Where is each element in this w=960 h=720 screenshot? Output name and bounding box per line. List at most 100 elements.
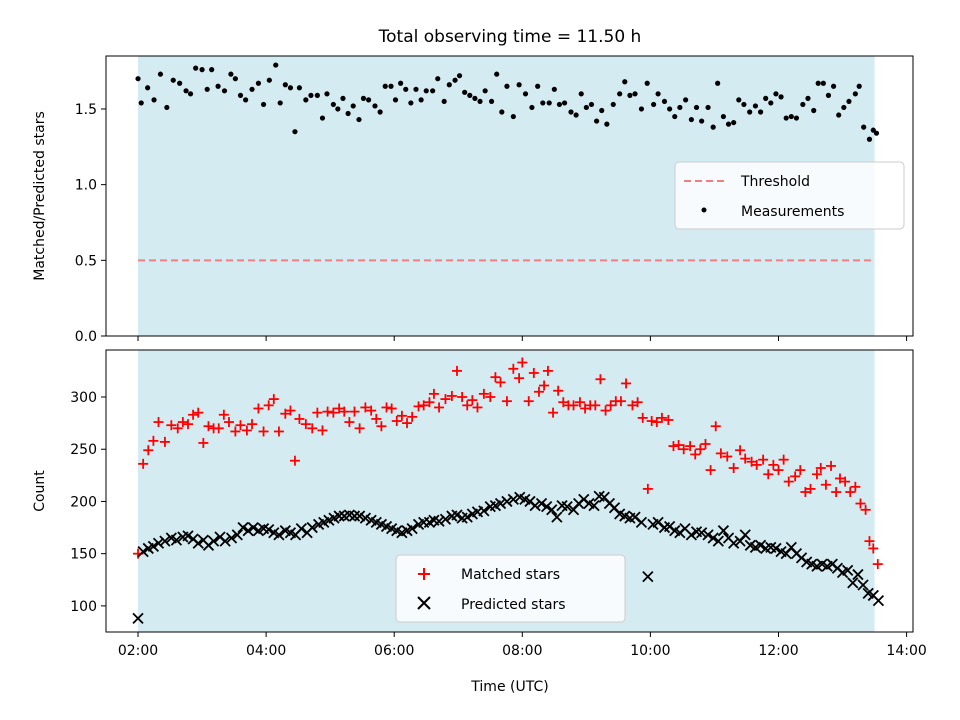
matched-star-point — [490, 372, 501, 383]
measurement-point — [199, 67, 205, 73]
matched-star-point — [177, 417, 188, 428]
predicted-star-point — [754, 539, 767, 551]
matched-star-point — [462, 400, 473, 411]
measurement-point — [435, 76, 441, 82]
matched-star-point — [637, 412, 648, 423]
matched-star-point — [826, 460, 837, 471]
matched-star-point — [663, 414, 674, 425]
measurement-point — [287, 85, 294, 91]
measurement-point — [852, 91, 858, 97]
predicted-star-point — [501, 495, 513, 508]
measurement-point — [488, 98, 495, 105]
predicted-star-point — [207, 535, 220, 547]
measurement-point — [846, 98, 852, 105]
measurement-point — [773, 91, 779, 97]
top-y-tick-label: 0.5 — [75, 253, 97, 269]
bot-y-tick-label: 150 — [70, 547, 97, 563]
measurement-point — [866, 136, 873, 142]
matched-star-point — [523, 396, 534, 407]
matched-star-point — [360, 402, 371, 413]
measurement-point — [556, 101, 563, 108]
measurement-point — [350, 103, 356, 109]
matched-star-point — [558, 397, 569, 408]
measurement-point — [504, 83, 510, 89]
measurement-point — [800, 101, 806, 108]
matched-star-point — [539, 380, 550, 391]
measurement-point — [830, 83, 837, 89]
predicted-star-point — [702, 529, 714, 541]
predicted-star-point — [273, 529, 285, 541]
matched-star-point — [815, 463, 826, 474]
measurements-legend-swatch — [701, 207, 707, 213]
matched-star-point — [690, 449, 701, 460]
top-y-tick-label: 0.0 — [75, 329, 97, 345]
measurement-point — [170, 77, 176, 83]
measurement-point — [193, 65, 199, 71]
measurement-point — [377, 109, 383, 115]
bot-y-tick-label: 300 — [70, 390, 97, 406]
measurement-point — [725, 121, 732, 127]
matched-star-point — [273, 426, 284, 437]
measurement-point — [446, 82, 452, 88]
predicted-star-point — [225, 532, 238, 544]
measurement-point — [820, 80, 826, 86]
matched-star-point — [621, 378, 632, 389]
measurement-point — [644, 80, 650, 86]
matched-star-point — [642, 483, 653, 494]
matched-star-point — [317, 425, 328, 436]
measurement-point — [825, 92, 832, 98]
measurement-point — [683, 97, 689, 103]
matched-star-point — [472, 402, 483, 413]
matched-star-point — [300, 419, 311, 430]
matched-star-point — [407, 411, 418, 422]
matched-star-point — [424, 397, 435, 408]
predicted-star-point — [348, 510, 361, 522]
measurement-point — [135, 76, 141, 82]
matched-star-point — [695, 444, 706, 455]
measurement-point — [594, 118, 600, 124]
matched-star-point — [834, 473, 845, 484]
matched-star-point — [371, 413, 382, 424]
matched-star-point — [307, 423, 318, 434]
predicted-star-point — [242, 525, 254, 537]
matched-star-point — [632, 397, 643, 408]
measurement-point — [273, 62, 279, 68]
matched-star-point — [831, 487, 842, 498]
predicted-star-point — [170, 534, 183, 546]
measurement-point — [360, 95, 367, 101]
measurement-point — [535, 83, 541, 89]
threshold-legend-label: Threshold — [740, 174, 810, 190]
matched-star-point — [344, 417, 355, 428]
matched-star-point — [172, 423, 183, 434]
predicted-star-point — [588, 499, 600, 512]
matched-star-point — [646, 416, 657, 427]
predicted-star-point — [561, 501, 573, 513]
matched-star-point — [773, 465, 784, 476]
matched-star-point — [334, 403, 345, 414]
measurement-point — [815, 80, 821, 86]
matched-star-point — [580, 403, 591, 414]
measurement-point — [793, 115, 800, 121]
matched-star-point — [627, 400, 638, 411]
x-tick-label: 10:00 — [630, 643, 670, 659]
measurement-point — [255, 80, 262, 86]
counts-legend: Matched stars Predicted stars — [395, 554, 626, 623]
matched-star-point — [805, 483, 816, 494]
measurement-point — [551, 86, 557, 92]
matched-star-point — [668, 441, 679, 452]
measurement-point — [452, 77, 458, 83]
matched-star-point — [517, 357, 528, 368]
matched-star-point — [143, 445, 154, 456]
x-tick-label: 08:00 — [502, 643, 542, 659]
matched-star-point — [656, 412, 667, 423]
matched-star-point — [590, 400, 601, 411]
matched-star-point — [850, 481, 861, 492]
matched-star-point — [312, 407, 323, 418]
ratio-legend: Threshold Measurements — [674, 161, 905, 230]
matched-star-point — [605, 400, 616, 411]
predicted-star-point — [219, 535, 231, 547]
matched-star-point — [322, 406, 333, 417]
predicted-star-point — [406, 522, 418, 535]
bot-y-tick-label: 100 — [70, 599, 97, 615]
measurement-point — [423, 88, 429, 94]
